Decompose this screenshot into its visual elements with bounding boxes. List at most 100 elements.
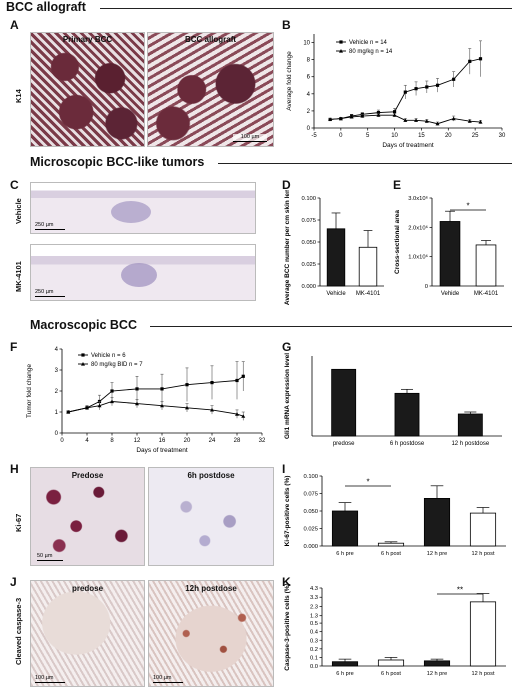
y-tick-label: 0.025: [303, 527, 318, 533]
data-point: [185, 383, 189, 387]
significance-marker: *: [466, 202, 469, 211]
category-label: predose: [333, 441, 355, 447]
data-point: [467, 119, 472, 123]
ki67-postdose-image: 6h postdose: [148, 467, 274, 566]
caspase-postdose-image: 12h postdose 100 µm: [148, 580, 274, 687]
scale-bar: 100 µm: [233, 133, 267, 142]
x-tick-label: 12: [134, 438, 141, 444]
data-point: [425, 85, 429, 89]
data-point: [376, 113, 381, 117]
data-point: [451, 116, 456, 121]
scale-bar-label: 100 µm: [35, 674, 54, 681]
bcc-allograft-image: BCC allograft 100 µm: [147, 32, 274, 147]
bar: [358, 246, 378, 287]
chart-k: 0.0 0.1 0.2 0.3 0.4 0.51.3 2.3 3.3 4.3 6 h pre 6 h…: [284, 583, 506, 677]
category-label: 12 h pre: [427, 551, 448, 557]
data-point: [478, 120, 483, 124]
bar: [326, 228, 346, 287]
data-point: [452, 77, 456, 81]
x-tick-label: 24: [209, 438, 216, 444]
y-tick-label: 0: [55, 431, 59, 437]
section-title-macroscopic: Macroscopic BCC: [30, 318, 137, 332]
section-title-microscopic: Microscopic BCC-like tumors: [30, 155, 205, 169]
data-point: [85, 405, 89, 410]
scale-bar: 100 µm: [35, 675, 65, 683]
y-tick-label: 0.075: [303, 492, 318, 498]
y-tick-label: 0.025: [301, 262, 316, 268]
bar: [439, 221, 461, 287]
data-point: [414, 118, 419, 122]
mk4101-skin-image: 250 µm: [30, 244, 256, 301]
data-point: [97, 403, 102, 408]
scale-bar: 100 µm: [153, 675, 183, 683]
bar: [394, 392, 420, 437]
x-tick-label: 10: [391, 133, 398, 139]
significance-marker: *: [366, 478, 369, 487]
chart-i: 0.000 0.025 0.050 0.075 0.100 6 h pre 6 h post…: [284, 474, 506, 557]
x-tick-label: 20: [184, 438, 191, 444]
data-point: [66, 410, 71, 414]
category-label: 12 h postdose: [451, 441, 489, 447]
significance-marker: **: [457, 586, 463, 595]
x-tick-label: 8: [110, 438, 114, 444]
data-point: [185, 405, 189, 410]
category-label: 12 h post: [471, 671, 494, 677]
panel-label-k: K: [282, 575, 291, 589]
data-point: [241, 414, 246, 418]
y-tick-label: 0.050: [301, 240, 316, 246]
panel-label-e: E: [393, 178, 402, 192]
panel-label-c: C: [10, 178, 19, 192]
data-point: [360, 114, 365, 118]
y-tick-label: 3.3: [310, 595, 318, 601]
data-point: [328, 117, 333, 122]
row-label-k14: K14: [14, 89, 23, 103]
scale-bar-label: 100 µm: [240, 133, 260, 140]
data-point: [110, 399, 114, 404]
data-point: [210, 407, 214, 412]
data-point: [435, 83, 440, 87]
image-title: 12h postdose: [185, 584, 237, 593]
y-axis-label: Average BCC number per cm skin length: [284, 190, 291, 305]
data-point: [210, 381, 214, 385]
x-tick-label: -5: [311, 133, 317, 139]
panel-label-b: B: [282, 18, 291, 32]
data-point: [160, 387, 164, 391]
vehicle-skin-image: 250 µm: [30, 182, 256, 234]
legend-marker: [81, 353, 85, 357]
image-title: BCC allograft: [184, 35, 237, 44]
x-tick-label: 30: [499, 133, 506, 139]
tumor-region: [111, 201, 151, 223]
x-tick-label: 16: [159, 438, 166, 444]
y-tick-label: 8: [307, 58, 311, 64]
data-point: [414, 87, 418, 91]
legend-label: Vehicle n = 6: [91, 353, 126, 359]
section-divider: [218, 163, 512, 164]
data-point: [235, 412, 239, 416]
chart-g: predose 6 h postdose 12 h postdose Gli1 mRN…: [284, 353, 502, 447]
data-point: [392, 113, 397, 117]
category-label: 6 h post: [381, 551, 401, 557]
image-title: Primary BCC: [62, 35, 113, 44]
y-tick-label: 0.5: [310, 621, 318, 627]
x-tick-label: 32: [259, 438, 266, 444]
scale-bar-label: 50 µm: [37, 552, 53, 559]
y-tick-label: 3.0x10⁶: [408, 195, 428, 202]
y-axis-label: Ki-67-positive cells (%): [284, 476, 291, 547]
image-title: 6h postdose: [187, 471, 235, 480]
legend-label: 80 mg/kg BID n = 7: [91, 362, 143, 368]
scale-bar: 250 µm: [35, 289, 65, 297]
data-point: [403, 118, 408, 122]
bar: [469, 601, 497, 667]
panel-label-d: D: [282, 178, 291, 192]
y-axis-label: Cross-sectional area: [394, 210, 401, 274]
bar: [331, 510, 359, 547]
y-tick-label: 4: [307, 92, 311, 98]
category-label: 6 h post: [381, 671, 401, 677]
y-tick-label: 0: [307, 126, 311, 132]
legend-label: 80 mg/kg n = 14: [349, 49, 393, 55]
tumor-region: [121, 263, 157, 287]
chart-d: 0.000 0.025 0.050 0.075 0.100 Vehicle MK-4101 A…: [284, 190, 384, 305]
y-tick-label: 0.000: [303, 544, 318, 550]
bar: [475, 244, 497, 287]
